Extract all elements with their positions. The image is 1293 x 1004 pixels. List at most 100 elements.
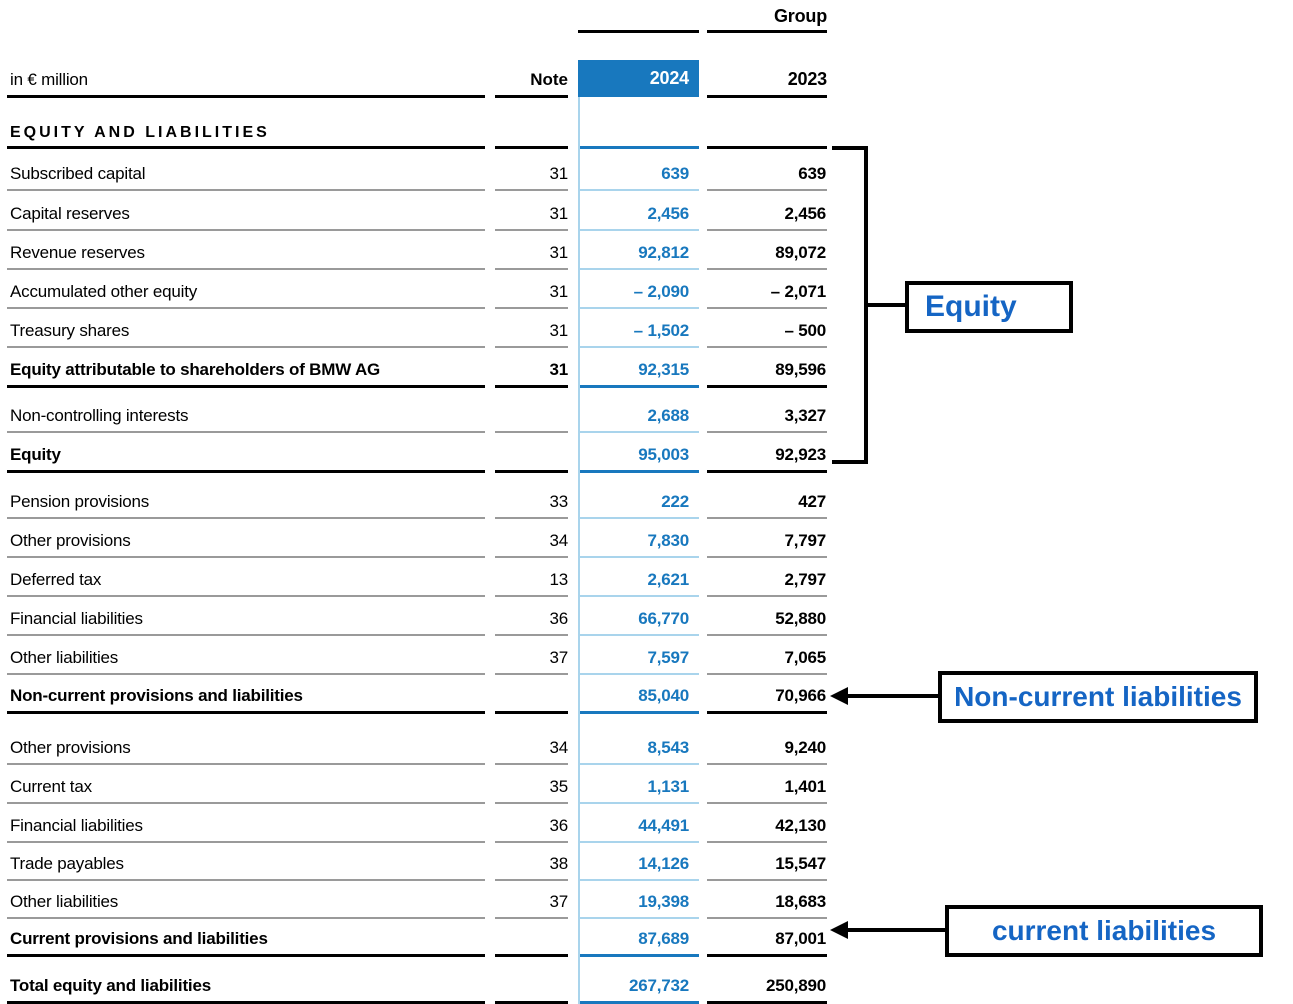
row-value-2024: 639	[578, 164, 699, 191]
row-value-2023: 52,880	[707, 609, 827, 636]
table-row: Accumulated other equity 31 – 2,090 – 2,…	[7, 270, 827, 309]
row-value-2024: 14,126	[578, 854, 699, 881]
row-value-2024: 2,456	[578, 204, 699, 231]
row-value-2023: 427	[707, 492, 827, 519]
row-value-2024: 92,315	[578, 360, 699, 388]
table-row: Other liabilities 37 7,597 7,065	[7, 636, 827, 675]
row-value-2024: 87,689	[578, 929, 699, 957]
row-note: 33	[495, 492, 568, 519]
row-label: Equity attributable to shareholders of B…	[7, 360, 485, 388]
year-2024-column-divider	[578, 97, 580, 1004]
row-label: Other liabilities	[7, 648, 485, 675]
row-label: Trade payables	[7, 854, 485, 881]
row-value-2023: 87,001	[707, 929, 827, 957]
table-row-subtotal: Equity 95,003 92,923	[7, 433, 827, 473]
row-value-2024: – 1,502	[578, 321, 699, 348]
header-rule-note	[495, 95, 568, 98]
row-label: Treasury shares	[7, 321, 485, 348]
row-value-2023: 89,072	[707, 243, 827, 270]
table-row-total: Total equity and liabilities 267,732 250…	[7, 957, 827, 1004]
table-row: Deferred tax 13 2,621 2,797	[7, 558, 827, 597]
section-rule-2023	[707, 146, 827, 149]
row-value-2023: 70,966	[707, 686, 827, 714]
row-value-2023: 18,683	[707, 892, 827, 919]
row-value-2024: 2,621	[578, 570, 699, 597]
row-value-2024: 66,770	[578, 609, 699, 636]
row-note: 35	[495, 777, 568, 804]
row-note: 34	[495, 738, 568, 765]
row-value-2023: 3,327	[707, 406, 827, 433]
row-note: 31	[495, 321, 568, 348]
table-row: Current tax 35 1,131 1,401	[7, 765, 827, 804]
row-value-2024: 8,543	[578, 738, 699, 765]
row-note: 36	[495, 816, 568, 843]
row-note: 31	[495, 360, 568, 388]
row-note: 31	[495, 204, 568, 231]
row-note: 31	[495, 243, 568, 270]
row-value-2024: 222	[578, 492, 699, 519]
row-label: Current tax	[7, 777, 485, 804]
row-value-2023: 2,797	[707, 570, 827, 597]
row-value-2024: 95,003	[578, 445, 699, 473]
non-current-liabilities-callout-box: Non-current liabilities	[938, 671, 1258, 723]
row-note: 37	[495, 648, 568, 675]
row-note: 31	[495, 164, 568, 191]
balance-sheet-table: Subscribed capital 31 639 639 Capital re…	[7, 149, 827, 1004]
row-label: Equity	[7, 445, 485, 473]
row-label: Subscribed capital	[7, 164, 485, 191]
non-current-arrow-head-icon	[830, 687, 848, 705]
row-note	[495, 465, 568, 473]
table-row: Other provisions 34 8,543 9,240	[7, 714, 827, 765]
equity-bracket-top-arm	[832, 146, 868, 150]
row-value-2024: 19,398	[578, 892, 699, 919]
row-value-2023: 92,923	[707, 445, 827, 473]
group-rule-2024	[578, 30, 699, 33]
row-value-2024: – 2,090	[578, 282, 699, 309]
current-liabilities-callout-box: current liabilities	[945, 905, 1263, 957]
row-value-2024: 92,812	[578, 243, 699, 270]
row-value-2023: 15,547	[707, 854, 827, 881]
row-value-2023: – 500	[707, 321, 827, 348]
table-row: Subscribed capital 31 639 639	[7, 149, 827, 191]
table-row: Financial liabilities 36 66,770 52,880	[7, 597, 827, 636]
row-label: Accumulated other equity	[7, 282, 485, 309]
row-value-2023: 250,890	[707, 976, 827, 1004]
row-label: Other provisions	[7, 531, 485, 558]
row-note	[495, 996, 568, 1004]
current-arrow-line	[846, 928, 945, 932]
header-rule-label	[7, 95, 485, 98]
table-row-subtotal: Current provisions and liabilities 87,68…	[7, 919, 827, 957]
row-value-2024: 44,491	[578, 816, 699, 843]
table-row: Non-controlling interests 2,688 3,327	[7, 388, 827, 433]
table-row: Revenue reserves 31 92,812 89,072	[7, 231, 827, 270]
equity-bracket-connector	[868, 303, 905, 307]
row-label: Pension provisions	[7, 492, 485, 519]
equity-bracket-vertical	[864, 146, 868, 464]
year-2023-header: 2023	[787, 69, 827, 89]
row-value-2023: 2,456	[707, 204, 827, 231]
row-note	[495, 426, 568, 433]
row-value-2023: 1,401	[707, 777, 827, 804]
row-value-2024: 7,597	[578, 648, 699, 675]
table-row: Financial liabilities 36 44,491 42,130	[7, 804, 827, 843]
row-note	[495, 706, 568, 714]
table-row: Treasury shares 31 – 1,502 – 500	[7, 309, 827, 348]
equity-bracket-bottom-arm	[832, 460, 868, 464]
note-column-header: Note	[530, 70, 568, 89]
table-row: Other liabilities 37 19,398 18,683	[7, 881, 827, 919]
section-rule-label	[7, 146, 485, 149]
row-label: Financial liabilities	[7, 609, 485, 636]
row-note: 13	[495, 570, 568, 597]
row-value-2023: – 2,071	[707, 282, 827, 309]
row-note: 34	[495, 531, 568, 558]
year-2024-header: 2024	[578, 60, 699, 97]
row-note: 38	[495, 854, 568, 881]
table-row: Pension provisions 33 222 427	[7, 473, 827, 519]
row-label: Deferred tax	[7, 570, 485, 597]
row-value-2023: 89,596	[707, 360, 827, 388]
row-label: Financial liabilities	[7, 816, 485, 843]
row-note	[495, 949, 568, 957]
row-note: 37	[495, 892, 568, 919]
row-label: Total equity and liabilities	[7, 976, 485, 1004]
